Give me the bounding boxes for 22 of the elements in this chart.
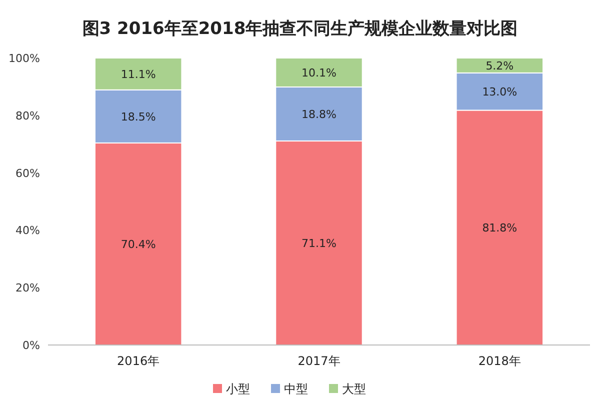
data-label: 11.1% — [120, 68, 156, 81]
legend-label: 大型 — [342, 382, 366, 396]
data-label: 13.0% — [482, 86, 518, 99]
y-tick-label: 20% — [16, 282, 40, 295]
data-label: 18.5% — [120, 110, 156, 124]
data-label: 18.8% — [302, 108, 336, 121]
y-tick-label: 80% — [16, 109, 40, 122]
x-tick-label: 2017年 — [298, 354, 340, 368]
data-label: 70.4% — [120, 238, 156, 251]
y-tick-label: 60% — [16, 166, 40, 180]
x-tick-label: 2018年 — [478, 354, 521, 368]
data-label: 81.8% — [482, 222, 518, 235]
data-label: 5.2% — [486, 59, 514, 72]
legend-label: 中型 — [284, 382, 308, 396]
y-tick-label: 100% — [8, 52, 40, 65]
data-label: 10.1% — [302, 66, 336, 80]
legend-label: 小型 — [226, 382, 250, 396]
y-tick-label: 40% — [16, 224, 40, 238]
chart-title: 图3 2016年至2018年抽查不同生产规模企业数量对比图 — [82, 19, 518, 39]
y-tick-label: 0% — [22, 339, 40, 352]
data-label: 71.1% — [302, 236, 336, 250]
x-tick-label: 2016年 — [117, 354, 160, 368]
